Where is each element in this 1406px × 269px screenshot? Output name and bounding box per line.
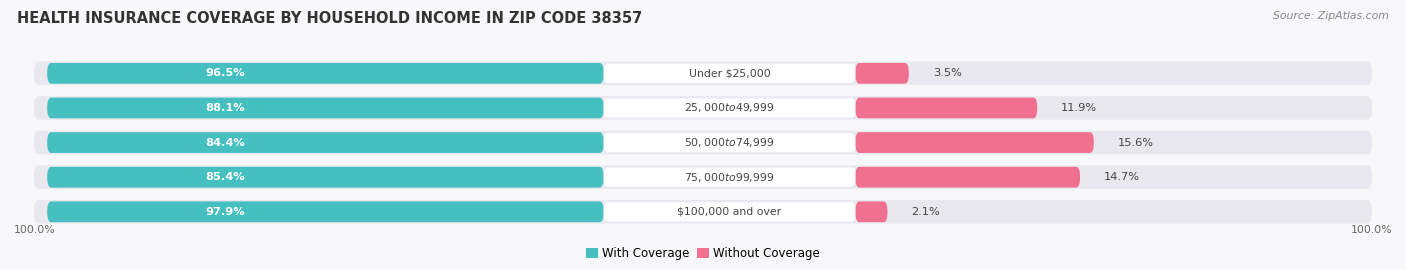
Text: 14.7%: 14.7% bbox=[1104, 172, 1140, 182]
FancyBboxPatch shape bbox=[48, 201, 603, 222]
FancyBboxPatch shape bbox=[48, 167, 603, 187]
FancyBboxPatch shape bbox=[855, 98, 1038, 118]
Text: 97.9%: 97.9% bbox=[205, 207, 245, 217]
FancyBboxPatch shape bbox=[855, 132, 1094, 153]
Text: 84.4%: 84.4% bbox=[205, 137, 245, 148]
Text: $25,000 to $49,999: $25,000 to $49,999 bbox=[685, 101, 775, 114]
Text: 2.1%: 2.1% bbox=[911, 207, 941, 217]
FancyBboxPatch shape bbox=[48, 63, 603, 84]
Text: 88.1%: 88.1% bbox=[205, 103, 245, 113]
FancyBboxPatch shape bbox=[603, 64, 855, 83]
FancyBboxPatch shape bbox=[34, 96, 1372, 120]
FancyBboxPatch shape bbox=[34, 200, 1372, 224]
Text: 3.5%: 3.5% bbox=[932, 68, 962, 78]
FancyBboxPatch shape bbox=[603, 98, 855, 118]
Text: $100,000 and over: $100,000 and over bbox=[678, 207, 782, 217]
Text: Source: ZipAtlas.com: Source: ZipAtlas.com bbox=[1274, 11, 1389, 21]
Text: 100.0%: 100.0% bbox=[14, 225, 56, 235]
FancyBboxPatch shape bbox=[34, 165, 1372, 189]
FancyBboxPatch shape bbox=[855, 201, 887, 222]
Text: 100.0%: 100.0% bbox=[1350, 225, 1392, 235]
FancyBboxPatch shape bbox=[48, 132, 603, 153]
Text: $50,000 to $74,999: $50,000 to $74,999 bbox=[685, 136, 775, 149]
FancyBboxPatch shape bbox=[603, 168, 855, 187]
Text: 11.9%: 11.9% bbox=[1062, 103, 1097, 113]
FancyBboxPatch shape bbox=[34, 131, 1372, 154]
Text: Under $25,000: Under $25,000 bbox=[689, 68, 770, 78]
FancyBboxPatch shape bbox=[48, 98, 603, 118]
Text: 96.5%: 96.5% bbox=[205, 68, 245, 78]
FancyBboxPatch shape bbox=[603, 133, 855, 152]
FancyBboxPatch shape bbox=[855, 167, 1080, 187]
Text: $75,000 to $99,999: $75,000 to $99,999 bbox=[685, 171, 775, 184]
Text: 85.4%: 85.4% bbox=[205, 172, 245, 182]
Legend: With Coverage, Without Coverage: With Coverage, Without Coverage bbox=[581, 242, 825, 265]
Text: 15.6%: 15.6% bbox=[1118, 137, 1154, 148]
FancyBboxPatch shape bbox=[603, 202, 855, 221]
FancyBboxPatch shape bbox=[855, 63, 908, 84]
Text: HEALTH INSURANCE COVERAGE BY HOUSEHOLD INCOME IN ZIP CODE 38357: HEALTH INSURANCE COVERAGE BY HOUSEHOLD I… bbox=[17, 11, 643, 26]
FancyBboxPatch shape bbox=[34, 62, 1372, 85]
